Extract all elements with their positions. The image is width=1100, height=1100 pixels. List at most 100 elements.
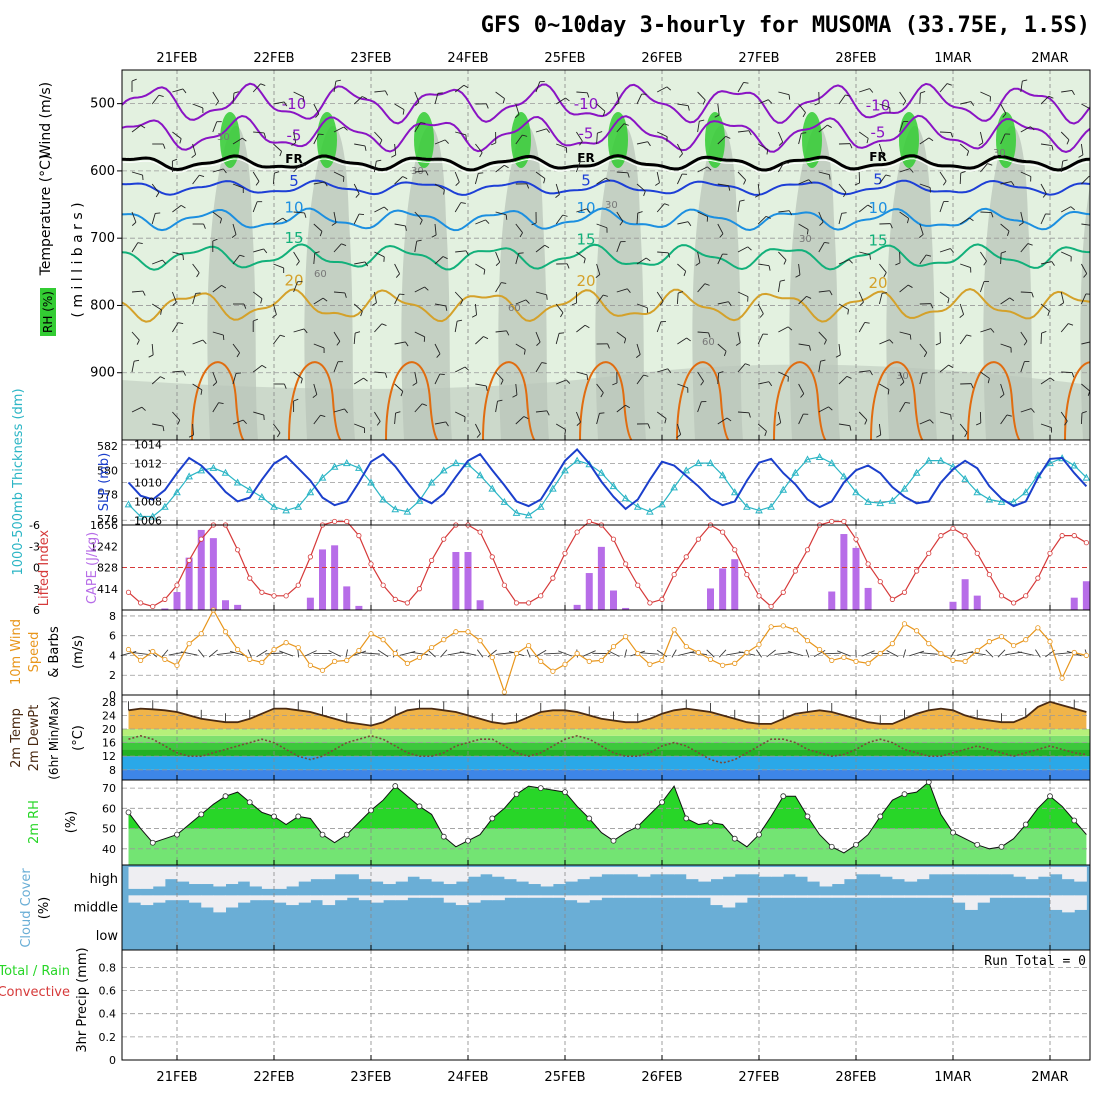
wind-barb xyxy=(879,383,890,390)
cloud-cover-cell xyxy=(213,895,226,913)
lifted-index-marker xyxy=(513,600,520,606)
wind-speed-marker xyxy=(283,640,289,646)
rh-axis-label: 2m RH xyxy=(27,800,42,844)
thickness-marker xyxy=(330,462,339,470)
wind-barb xyxy=(495,164,505,173)
cloud-cover-cell xyxy=(771,895,784,898)
thickness-marker xyxy=(209,463,218,471)
wind-speed-marker xyxy=(865,660,871,666)
cloud-cover-cell xyxy=(916,895,930,898)
thickness-marker xyxy=(124,500,133,508)
lifted-index-marker xyxy=(974,550,980,556)
wind-barb-flag xyxy=(643,374,649,377)
wind-barb xyxy=(677,337,687,345)
wind-barb xyxy=(131,125,142,133)
precip-axis-label: 3hr Precip (mm) xyxy=(75,947,90,1052)
thickness-marker xyxy=(743,502,751,510)
upper-wind-axis-label: Wind (m/s) xyxy=(38,82,54,158)
lifted-index-marker xyxy=(853,536,859,542)
rh-area xyxy=(128,782,1087,865)
cloud-cover-cell xyxy=(468,895,481,903)
slp-tick-label: 1006 xyxy=(134,514,162,527)
wind-speed-marker xyxy=(1059,675,1065,681)
lifted-index-marker xyxy=(404,600,410,606)
wind-barb-flag xyxy=(495,261,501,266)
wind-barb-flag xyxy=(959,314,964,318)
cloud-cover-cell xyxy=(346,867,360,875)
wind-barb-flag xyxy=(947,298,950,304)
cloud-cover-cell xyxy=(407,895,420,898)
wind-barb xyxy=(487,649,497,658)
lifted-index-marker xyxy=(247,575,253,581)
wind-barb xyxy=(1081,263,1088,274)
wind-speed-marker xyxy=(1035,625,1041,631)
wind-barb xyxy=(939,364,949,373)
wind-barb xyxy=(1020,291,1032,294)
wind-barb xyxy=(757,216,767,225)
wind-barb-flag xyxy=(162,426,165,432)
wind-barb-flag xyxy=(909,168,914,173)
wind-barb xyxy=(515,103,520,115)
wind-speed-marker xyxy=(586,658,592,664)
temp-tick-label: 12 xyxy=(102,750,116,763)
wind-barb-flag xyxy=(655,182,660,186)
rh-tick-label: 60 xyxy=(102,802,116,815)
precip-panel: 0 0.2 0.4 0.6 0.8 Run Total = 0 xyxy=(99,949,1091,1067)
cloud-cover-cell xyxy=(928,867,942,875)
wind-barb xyxy=(474,173,479,185)
wind-barb-flag xyxy=(479,152,483,158)
thickness-marker xyxy=(670,483,678,491)
wind-barb-flag xyxy=(1030,126,1035,131)
wind-barb-flag xyxy=(814,102,820,106)
cape-bar xyxy=(973,595,981,610)
wind-barb xyxy=(151,213,156,225)
wind-barb xyxy=(818,331,827,341)
wind-barb xyxy=(899,168,911,173)
wind-barb xyxy=(968,651,986,656)
wind-speed-marker xyxy=(526,642,532,649)
rh-marker xyxy=(683,815,690,822)
cloud-cover-cell xyxy=(953,895,966,903)
wind-barb xyxy=(152,423,164,427)
wind-barb-flag xyxy=(422,403,427,407)
wind-barb-flag xyxy=(990,328,995,333)
wind-barb xyxy=(555,183,560,195)
rh-contour-label: 30 xyxy=(799,234,812,245)
wind-barb xyxy=(192,383,203,391)
wind-barb xyxy=(737,201,741,213)
wind-barb-flag xyxy=(636,354,641,358)
wind-barb xyxy=(293,131,297,143)
dewpoint-band xyxy=(122,756,1090,770)
wind-barb xyxy=(1040,261,1052,265)
lifted-index-marker xyxy=(489,554,495,560)
wind-barb xyxy=(755,649,763,658)
wind-barb xyxy=(377,649,389,658)
contour-label: 15 xyxy=(576,230,595,248)
wind-barb-flag xyxy=(586,374,589,380)
rh-marker xyxy=(731,835,738,842)
wind-barb xyxy=(1040,303,1050,312)
thickness-marker xyxy=(415,496,424,504)
wind-barb-flag xyxy=(595,274,601,278)
contour-label: 15 xyxy=(868,232,887,250)
cloud-cover-cell xyxy=(892,867,905,880)
rh-marker xyxy=(174,831,180,838)
wind-barb-flag xyxy=(172,301,177,306)
wind-barb-flag xyxy=(436,353,441,358)
wind-barb xyxy=(131,290,143,293)
wind-barb-flag xyxy=(178,322,184,325)
wind-barb-flag xyxy=(866,138,869,144)
wind-barb-flag xyxy=(829,174,831,180)
wind-barb-flag xyxy=(1001,251,1007,254)
rh-marker xyxy=(634,823,641,830)
pressure-axis-label: ( m i l l i b a r s ) xyxy=(70,202,86,317)
wind-barb xyxy=(636,93,643,105)
wind-barb xyxy=(575,161,581,173)
wind-speed-marker xyxy=(720,662,726,668)
wind-barb-flag xyxy=(272,314,277,318)
wind-barb-flag xyxy=(819,221,824,226)
wind-barb-flag xyxy=(946,83,952,86)
wind-barb xyxy=(454,171,460,183)
